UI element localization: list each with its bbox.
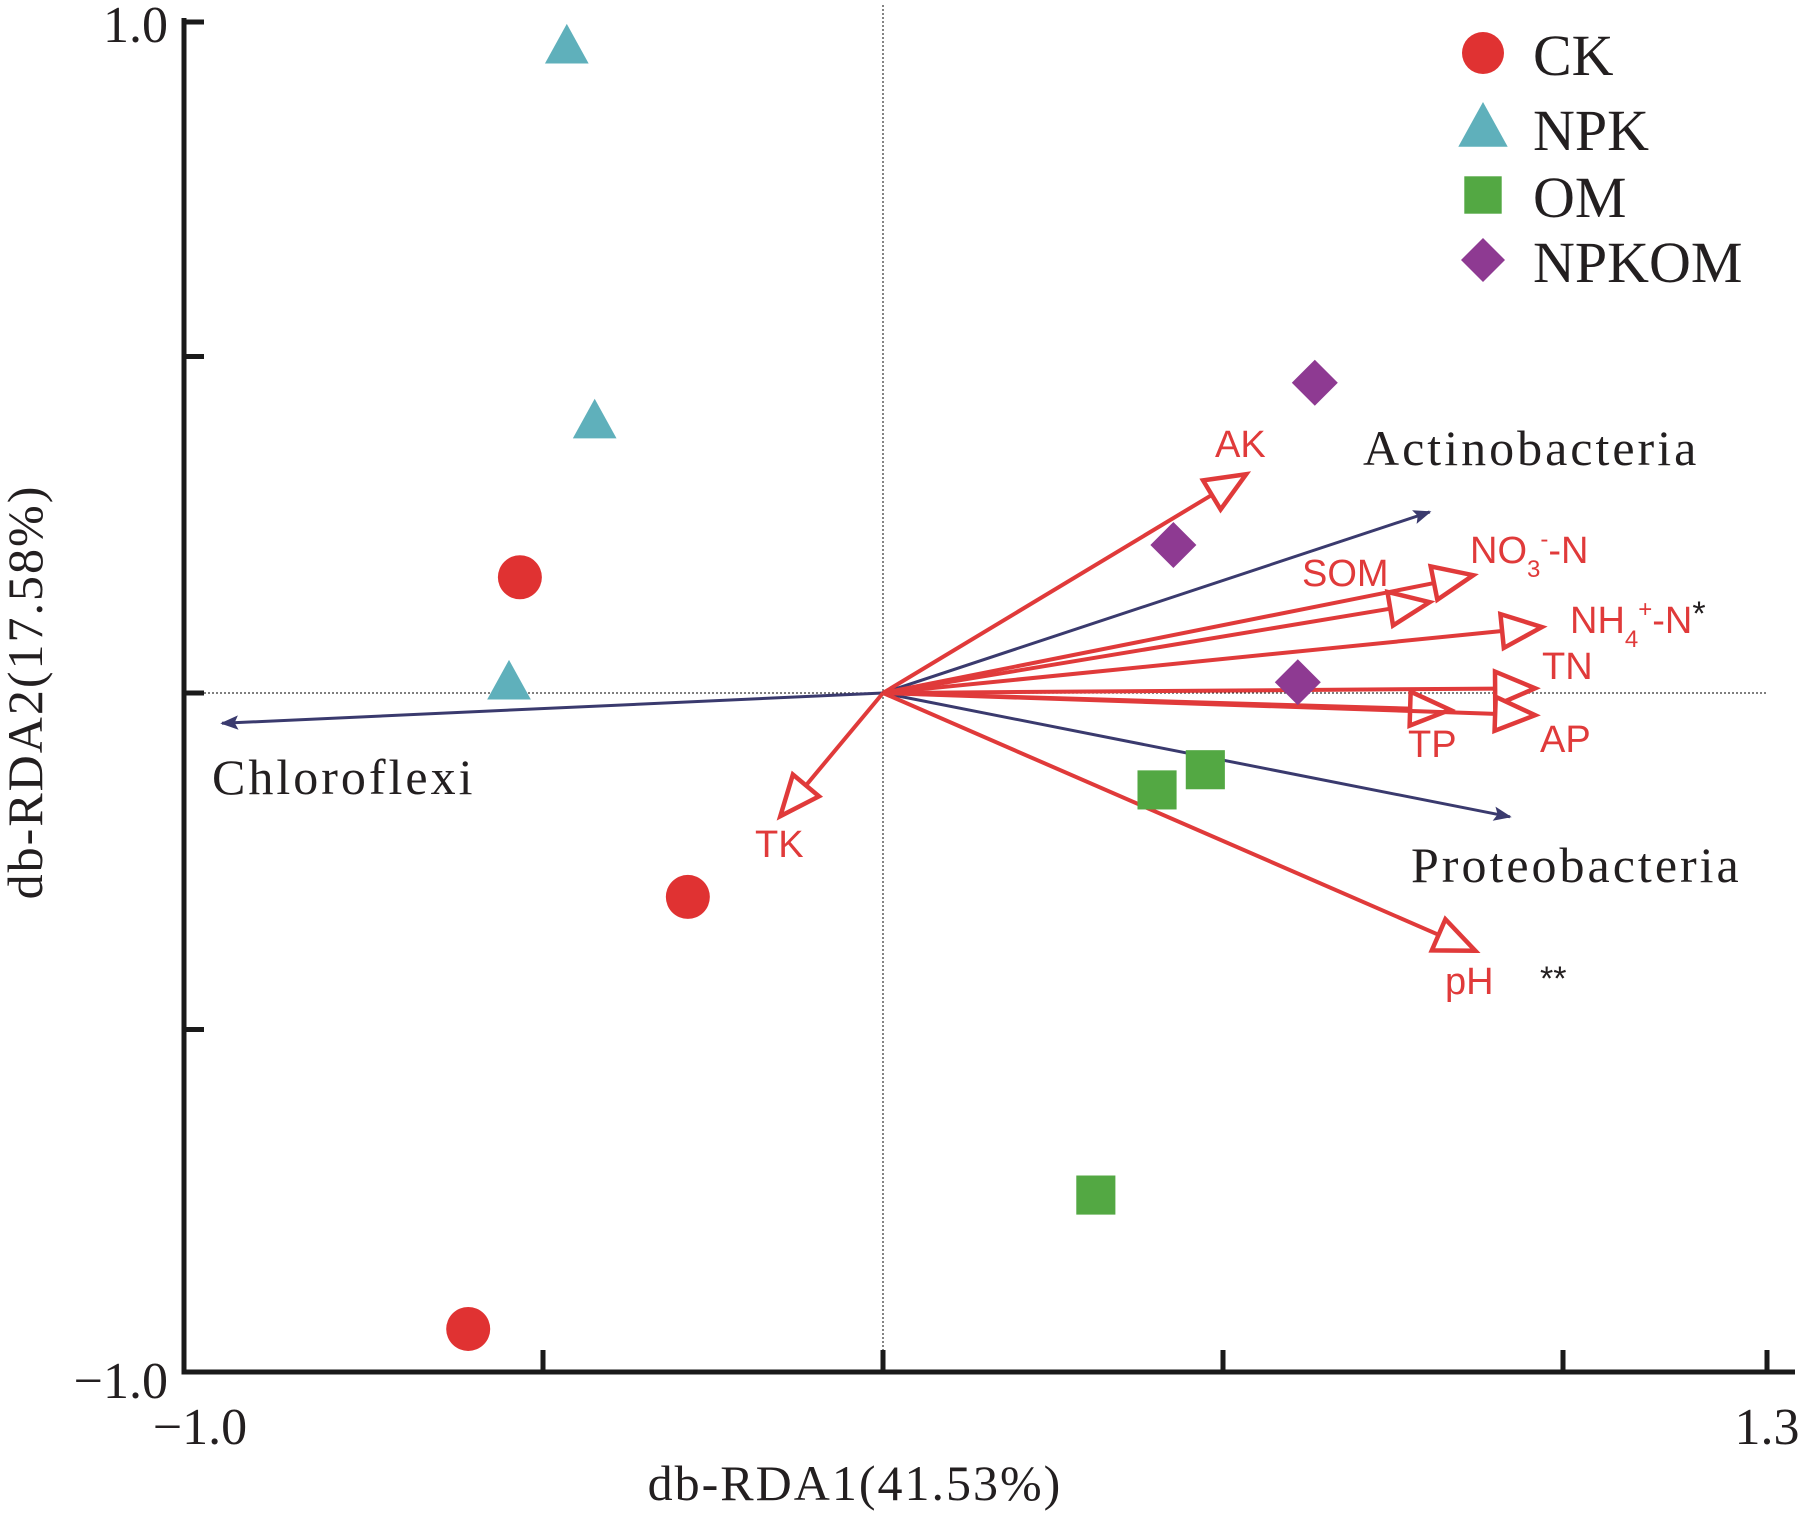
env-label: TN [1542,646,1593,688]
environment-vectors: AK NO3--N SOM NH4+-N*TN TP AP pH ** TK [755,424,1706,1003]
x-tick-label: 1.3 [1735,1399,1800,1456]
env-arrow-head [1428,915,1481,954]
x-axis-title: db-RDA1(41.53%) [648,1455,1063,1511]
env-label: AK [1215,424,1266,466]
legend-swatch-om [1464,176,1502,214]
y-tick-label: −1.0 [74,1353,168,1410]
legend-item-om: OM [1464,165,1626,230]
legend-label: NPKOM [1533,230,1743,295]
env-arrow-shaft [882,606,1391,695]
taxa-vector-actinobacteria: Actinobacteria [882,420,1699,695]
point-om [1185,750,1225,790]
env-label: AP [1540,719,1591,761]
env-vector-nh4-n: NH4+-N* [882,595,1706,695]
point-ck [665,874,710,919]
env-label: NO3--N [1470,526,1588,583]
x-axis-ticks [540,1350,1770,1372]
env-arrow-head [1427,563,1479,604]
env-vector-no3-n: NO3--N [882,526,1588,695]
y-axis-title: db-RDA2(17.58%) [0,485,53,900]
point-npkom [1150,521,1197,568]
env-arrow-head [1497,610,1548,652]
env-arrow-shaft [882,691,1440,937]
taxa-vector-chloroflexi: Chloroflexi [212,691,884,805]
y-tick-label: 1.0 [103,0,168,54]
legend-swatch-npk [1458,102,1508,147]
env-label: NH4+-N* [1570,595,1706,653]
env-vector-ap: AP [882,691,1591,761]
legend-item-ck: CK [1462,23,1614,88]
point-om [1137,770,1177,810]
point-npk [487,659,531,700]
env-label: SOM [1302,553,1389,595]
series-npkom [1150,359,1338,706]
legend-item-npkom: NPKOM [1461,230,1743,295]
taxa-arrow [220,691,884,730]
env-arrow-shaft [882,686,1496,695]
env-vector-som: SOM [882,553,1436,695]
env-arrow-shaft [882,581,1435,695]
env-arrow-shaft [882,691,1496,716]
point-npkom [1291,359,1338,406]
env-arrow-head [1199,471,1252,514]
env-arrow-head [1407,688,1456,729]
env-arrow-shaft [804,691,885,787]
x-tick-label: −1.0 [153,1399,247,1456]
taxa-arrow [882,510,1432,695]
taxa-label: Proteobacteria [1411,837,1742,893]
point-npkom [1274,659,1321,706]
y-axis-ticks [184,19,204,1032]
tick-labels: −1.0 1.3 1.0 −1.0 [74,0,1800,1456]
legend-label: NPK [1533,98,1649,163]
taxa-label: Chloroflexi [212,749,476,805]
legend-item-npk: NPK [1458,98,1649,163]
point-npk [572,398,617,439]
series-npk [487,23,617,700]
point-ck [446,1306,491,1351]
env-vector-tn: TN [882,646,1593,709]
legend-label: CK [1533,23,1614,88]
env-label: TK [755,824,804,866]
env-arrow-shaft [882,629,1503,695]
env-vector-ak: AK [881,424,1266,695]
taxa-vector-proteobacteria: Proteobacteria [882,691,1742,893]
taxa-vectors: Actinobacteria Proteobacteria Chloroflexi [212,420,1742,893]
env-arrow-head [1384,588,1436,630]
env-vector-ph: pH ** [882,691,1566,1003]
env-arrow-head [1492,668,1541,709]
env-label: pH [1445,961,1494,1003]
legend-swatch-npkom [1461,238,1505,282]
taxa-label: Actinobacteria [1363,420,1699,476]
point-om [1076,1175,1116,1215]
legend-label: OM [1533,165,1626,230]
series-ck [446,555,710,1351]
env-arrow-head [1492,693,1541,735]
significance-mark: ** [1540,960,1566,998]
series-om [1076,750,1225,1215]
env-label: TP [1408,724,1457,766]
env-arrow-head [776,770,824,821]
point-npk [544,23,589,64]
env-vector-tk: TK [755,691,885,866]
env-arrow-shaft [881,493,1213,695]
sample-points [446,23,1338,1351]
legend-swatch-ck [1462,32,1504,74]
point-ck [497,555,542,600]
